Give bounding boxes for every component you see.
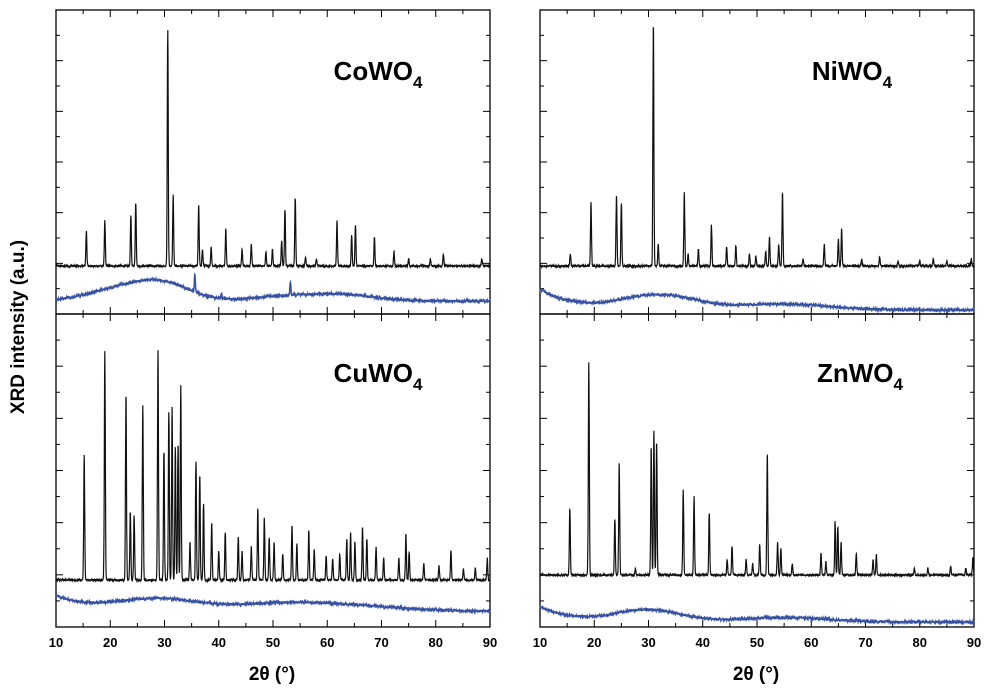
xrd-pattern-line bbox=[55, 350, 491, 584]
xrd-pattern-line bbox=[539, 26, 975, 270]
x-axis-title-right: 2θ (°) bbox=[733, 664, 779, 685]
panel-label-subscript: 4 bbox=[413, 375, 423, 394]
xrd-reference-line bbox=[55, 272, 491, 305]
panel-label-main: CoWO bbox=[334, 56, 413, 86]
panel-label: CoWO4 bbox=[334, 56, 423, 92]
y-axis-title: XRD intensity (a.u.) bbox=[8, 240, 29, 414]
panel-label: NiWO4 bbox=[812, 56, 893, 92]
x-tick-label: 80 bbox=[429, 635, 443, 650]
x-tick-label: 90 bbox=[483, 635, 497, 650]
xrd-pattern-line bbox=[539, 362, 975, 579]
panel-label-main: CuWO bbox=[334, 358, 413, 388]
xrd-reference-line bbox=[539, 288, 975, 315]
x-tick-label: 40 bbox=[212, 635, 226, 650]
x-tick-label: 50 bbox=[266, 635, 280, 650]
xrd-pattern-line bbox=[55, 30, 491, 270]
x-tick-label: 20 bbox=[587, 635, 601, 650]
x-tick-label: 50 bbox=[750, 635, 764, 650]
plot-frame bbox=[55, 9, 491, 315]
panel-label: CuWO4 bbox=[334, 358, 423, 394]
panel-label-subscript: 4 bbox=[894, 375, 904, 394]
x-tick-label: 60 bbox=[320, 635, 334, 650]
panel-label-subscript: 4 bbox=[883, 73, 893, 92]
xrd-reference-line bbox=[55, 593, 491, 615]
panel-top-right: NiWO4 bbox=[539, 9, 975, 315]
x-tick-label: 30 bbox=[641, 635, 655, 650]
plot-frame bbox=[539, 9, 975, 315]
x-tick-label: 80 bbox=[913, 635, 927, 650]
xrd-reference-line bbox=[539, 604, 975, 626]
x-tick-label: 30 bbox=[157, 635, 171, 650]
x-tick-label: 90 bbox=[967, 635, 981, 650]
x-tick-label: 10 bbox=[533, 635, 547, 650]
x-tick-label: 70 bbox=[858, 635, 872, 650]
panel-top-left: CoWO4 bbox=[55, 9, 491, 315]
panel-bottom-right: 10 20 30 40 50 60 70 80 90 ZnWO4 bbox=[533, 313, 981, 650]
x-tick-label: 20 bbox=[103, 635, 117, 650]
panel-bottom-left: 10 20 30 40 50 60 70 80 90 CuWO4 bbox=[49, 313, 497, 650]
panel-label: ZnWO4 bbox=[817, 358, 904, 394]
panel-label-main: ZnWO bbox=[817, 358, 894, 388]
panel-label-subscript: 4 bbox=[413, 73, 423, 92]
panel-label-main: NiWO bbox=[812, 56, 883, 86]
x-tick-label: 10 bbox=[49, 635, 63, 650]
x-tick-label: 40 bbox=[696, 635, 710, 650]
plot-frame bbox=[539, 313, 975, 628]
x-axis-title-left: 2θ (°) bbox=[249, 664, 295, 685]
x-tick-label: 60 bbox=[804, 635, 818, 650]
x-tick-label: 70 bbox=[374, 635, 388, 650]
